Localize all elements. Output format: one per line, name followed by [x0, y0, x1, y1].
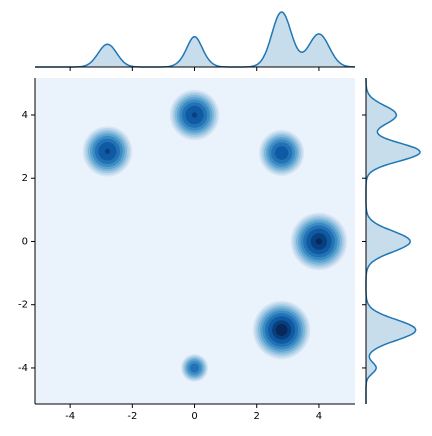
marginal-y-line: [365, 78, 421, 404]
marginal-x-line: [35, 11, 355, 68]
density-contour: [315, 238, 322, 245]
marginal-y-area: [366, 78, 420, 404]
marginal-x-area: [35, 12, 355, 67]
density-contour: [190, 363, 200, 373]
x-tick-label: 0: [191, 411, 197, 422]
y-tick-label: 2: [22, 173, 28, 184]
density-contour: [274, 146, 289, 160]
x-tick-label: -2: [127, 411, 137, 422]
y-tick-label: -4: [18, 363, 28, 374]
x-tick-label: 2: [254, 411, 260, 422]
x-tick-label: -4: [65, 411, 75, 422]
density-contour: [104, 148, 111, 154]
y-tick-label: 0: [22, 236, 28, 247]
density-contour: [275, 324, 288, 336]
y-tick-label: 4: [22, 110, 28, 121]
y-tick-label: -2: [18, 300, 28, 311]
x-tick-label: 4: [316, 411, 322, 422]
density-contour: [191, 112, 198, 118]
